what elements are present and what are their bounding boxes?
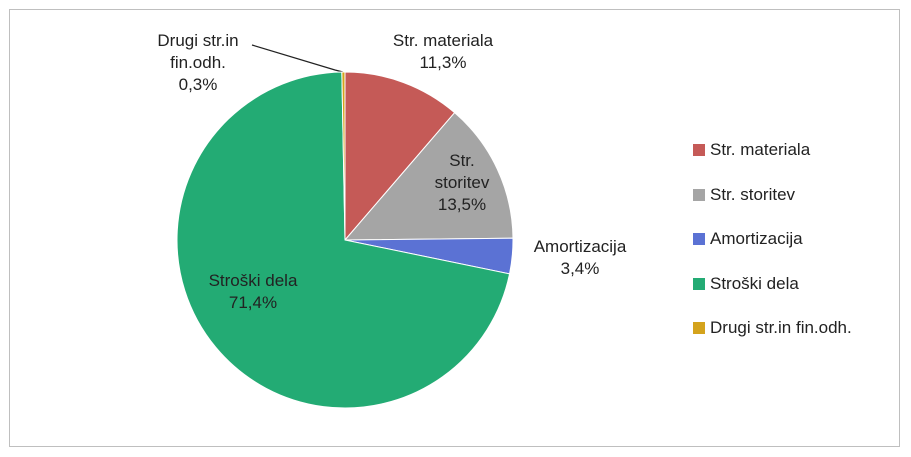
pie-slice — [344, 71, 456, 242]
legend-label: Drugi str.in fin.odh. — [710, 318, 852, 337]
data-label-value: 13,5% — [437, 195, 487, 214]
pie-slice — [176, 71, 511, 409]
data-label-value: 11,3% — [419, 53, 467, 72]
data-label: Str. storitev 13,5% — [422, 150, 502, 216]
pie-slice — [343, 111, 514, 241]
legend-entry: Drugi str.in fin.odh. — [693, 318, 852, 338]
legend-swatch — [693, 144, 705, 156]
data-label-name: Str. storitev — [434, 151, 490, 192]
data-label-name: Drugi str.in fin.odh. — [157, 31, 239, 72]
legend-entry: Stroški dela — [693, 274, 799, 294]
legend-swatch — [693, 277, 705, 290]
data-label-value: 3,4% — [560, 259, 600, 278]
legend-swatch — [693, 233, 705, 245]
data-label: Amortizacija 3,4% — [515, 236, 645, 280]
legend-entry: Amortizacija — [693, 229, 803, 249]
data-label-name: Str. materiala — [392, 31, 494, 50]
data-label: Str. materiala 11,3% — [368, 30, 518, 74]
data-label-value: 0,3% — [178, 75, 218, 94]
legend-label: Str. storitev — [710, 184, 796, 204]
legend-swatch — [693, 322, 705, 334]
data-label-name: Amortizacija — [533, 237, 627, 256]
chart-frame — [9, 9, 900, 447]
legend-entry: Str. materiala — [693, 140, 810, 160]
pie-slice — [341, 71, 346, 241]
data-label: Stroški dela 71,4% — [188, 270, 318, 314]
legend-label: Stroški dela — [710, 273, 799, 293]
data-label-name: Stroški dela — [208, 271, 298, 290]
leader-line — [251, 44, 344, 73]
data-label-value: 71,4% — [228, 293, 278, 312]
legend-label: Amortizacija — [710, 229, 803, 248]
legend-entry: Str. storitev — [693, 185, 795, 205]
legend-label: Str. materiala — [710, 140, 811, 159]
data-label: Drugi str.in fin.odh. 0,3% — [143, 30, 253, 96]
legend-swatch — [693, 188, 705, 201]
